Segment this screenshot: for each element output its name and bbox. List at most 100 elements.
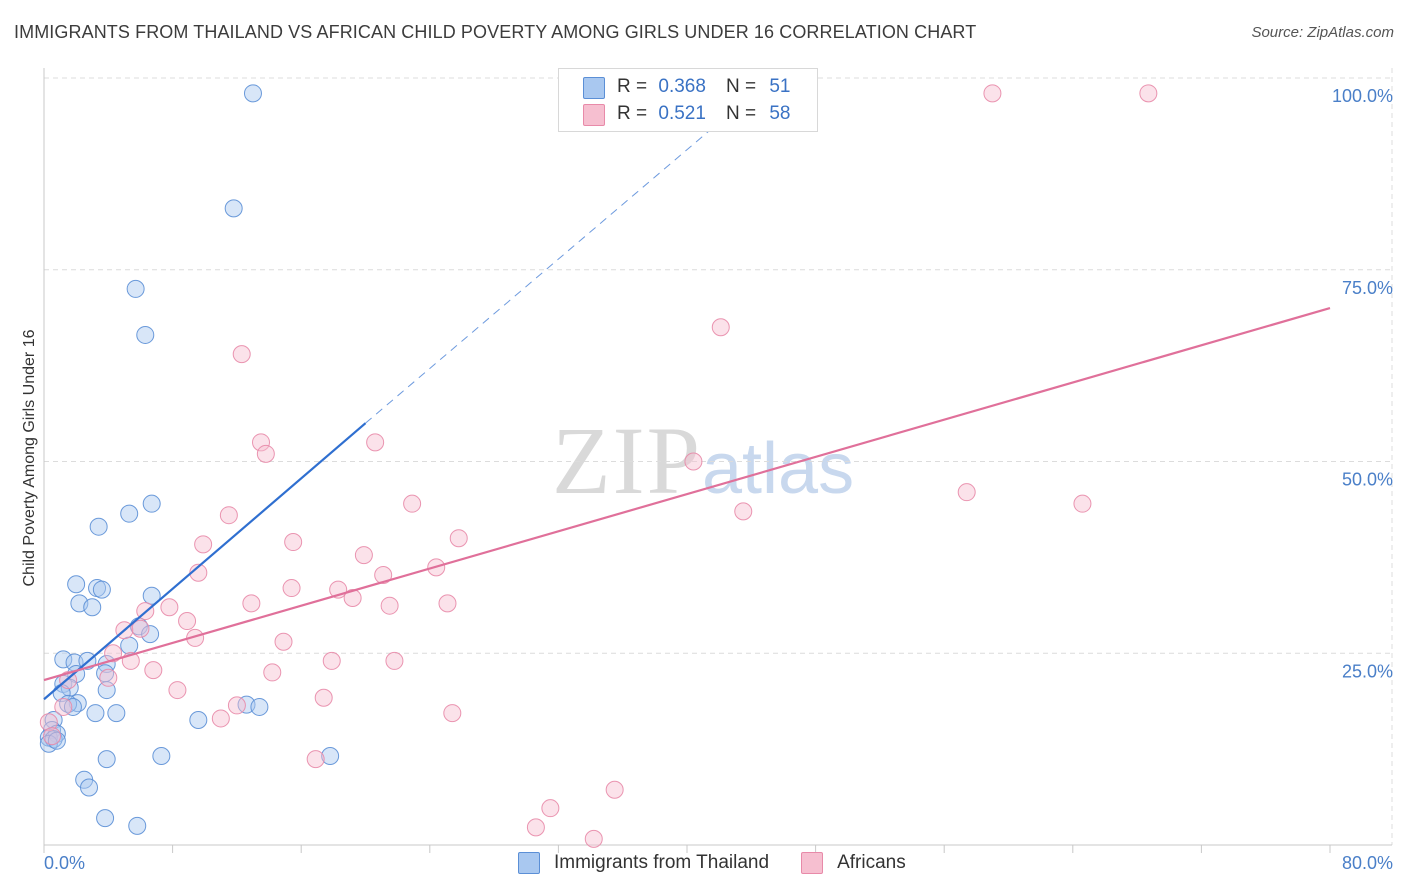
trend-layer [43,108,1331,701]
point-thailand [321,747,340,766]
point-african [252,433,271,452]
grid-layer [44,68,1393,845]
points-layer [39,84,1158,848]
point-african [306,750,325,769]
point-african [284,533,303,552]
y-tick-label: 25.0% [1342,661,1393,681]
point-african [232,345,251,364]
point-thailand [107,704,126,723]
legend-n-value: 51 [769,76,791,97]
point-african [282,579,301,598]
axis-layer [43,68,1392,853]
point-thailand [89,517,108,536]
point-thailand [86,704,105,723]
x-tick-label: 0.0% [44,853,85,873]
point-thailand [120,504,139,523]
y-tick-label: 75.0% [1342,278,1393,298]
point-african [194,535,213,554]
point-african [734,502,753,521]
point-thailand [141,625,160,644]
watermark-zip: ZIP [552,407,702,514]
legend-r-label: R = [617,103,648,124]
point-thailand [243,84,262,103]
legend-swatch-pink [801,852,824,874]
point-thailand [97,750,116,769]
legend-swatch-pink [583,104,605,126]
point-thailand [63,697,82,716]
point-african [605,780,624,799]
point-african [131,619,150,638]
point-african [343,589,362,608]
point-thailand [136,325,155,344]
y-axis-title: Child Poverty Among Girls Under 16 [21,329,38,586]
point-african [526,818,545,837]
y-tick-label: 100.0% [1332,86,1393,106]
point-african [227,696,246,715]
point-thailand [126,279,145,298]
point-african [160,598,179,617]
stats-legend: R = 0.368 N = 51 R = 0.521 N = 58 [558,68,818,132]
point-african [438,594,457,613]
point-thailand [59,694,78,713]
point-african [957,483,976,502]
point-african [39,713,58,732]
point-thailand [83,598,102,617]
point-african [449,529,468,548]
legend-swatch-blue [583,77,605,99]
point-african [54,697,73,716]
point-african [711,318,730,337]
point-thailand [142,586,161,605]
point-thailand [128,816,147,835]
point-african [385,651,404,670]
point-african [168,681,187,700]
point-african [1139,84,1158,103]
point-african [380,596,399,615]
legend-label-africans: Africans [837,852,906,873]
point-african [366,433,385,452]
point-african [144,661,163,680]
legend-r-value: 0.368 [658,76,706,97]
point-african [374,566,393,585]
point-african [584,829,603,848]
point-african [104,644,123,663]
point-thailand [120,636,139,655]
point-african [274,632,293,651]
watermark: ZIPatlas [552,405,854,516]
point-african [314,688,333,707]
legend-n-value: 58 [769,103,791,124]
point-african [541,799,560,818]
point-thailand [92,580,111,599]
point-african [256,444,275,463]
point-thailand [96,809,115,828]
trend-line-africans [43,307,1331,682]
point-thailand [152,747,171,766]
point-african [354,546,373,565]
chart-title: IMMIGRANTS FROM THAILAND VS AFRICAN CHIL… [14,22,977,42]
trend-line-thailand [43,422,367,701]
series-legend: Immigrants from Thailand Africans [518,852,938,874]
point-african [684,452,703,471]
point-african [403,494,422,513]
legend-item-africans: Africans [801,852,906,874]
legend-label-thailand: Immigrants from Thailand [554,852,770,873]
point-thailand [67,575,86,594]
legend-row-thailand: R = 0.368 N = 51 [583,74,791,100]
y-tick-label: 50.0% [1342,470,1393,490]
point-thailand [54,650,73,669]
point-african [178,612,197,631]
point-african [322,651,341,670]
point-african [219,506,238,525]
point-african [242,594,261,613]
legend-n-label: N = [725,103,757,124]
point-thailand [80,778,99,797]
point-african [99,668,118,687]
point-thailand [250,697,269,716]
point-thailand [189,710,208,729]
legend-item-thailand: Immigrants from Thailand [518,852,769,874]
legend-r-value: 0.521 [658,103,706,124]
legend-swatch-blue [518,852,540,874]
label-layer: 25.0% 50.0% 75.0% 100.0% 0.0% 80.0% Child Pove… [21,86,1393,873]
trend-line-thailand [365,108,736,424]
point-african [983,84,1002,103]
